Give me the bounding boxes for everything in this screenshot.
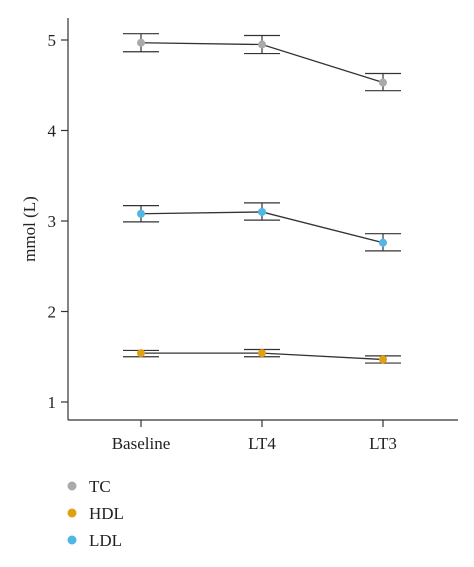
y-tick-label: 5 [48,31,57,50]
legend-label-hdl: HDL [89,504,124,523]
x-tick-label: LT4 [248,434,276,453]
y-tick-label: 3 [48,212,57,231]
axes: 1 2 3 4 5 Baseline LT4 LT3 mmol (L) [20,18,458,453]
data-point [379,355,387,364]
series-layer [123,33,401,364]
data-point [137,38,145,47]
y-tick-label: 2 [48,303,57,322]
legend: TC HDL LDL [67,477,124,550]
series-tc [123,33,401,92]
y-tick-label: 1 [48,393,57,412]
series-ldl [123,202,401,252]
data-point [137,349,145,358]
legend-label-tc: TC [89,477,111,496]
data-point [258,207,266,216]
series-hdl [123,348,401,364]
x-tick-label: LT3 [369,434,397,453]
y-tick-label: 4 [48,122,57,141]
legend-marker-hdl [67,508,77,518]
data-point [258,40,266,49]
data-point [379,238,387,247]
legend-marker-ldl [67,535,77,545]
legend-label-ldl: LDL [89,531,122,550]
legend-marker-tc [67,481,77,491]
data-point [137,209,145,218]
y-axis-title: mmol (L) [20,196,39,262]
data-point [258,349,266,358]
data-point [379,78,387,87]
x-tick-label: Baseline [112,434,171,453]
